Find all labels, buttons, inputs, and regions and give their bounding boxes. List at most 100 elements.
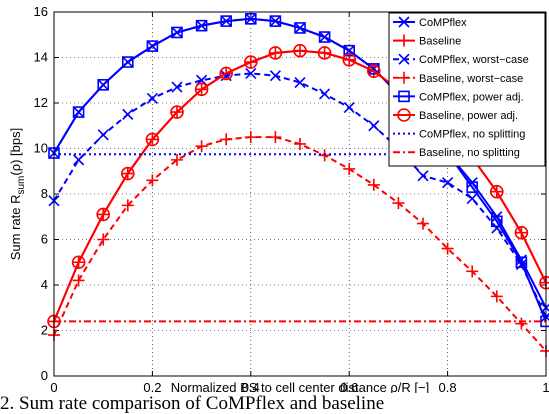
marker-circle	[121, 166, 135, 181]
legend-entry: Baseline, no splitting	[393, 147, 520, 159]
marker-square	[318, 31, 331, 43]
marker-plus	[121, 199, 134, 212]
legend-label: Baseline, worst−case	[419, 73, 523, 85]
marker-circle	[96, 207, 110, 222]
marker-square	[490, 215, 503, 228]
marker-square	[97, 79, 109, 91]
x-tick-label: 0.8	[439, 380, 457, 393]
marker-x	[73, 154, 85, 166]
series-line	[53, 17, 547, 322]
marker-x	[343, 101, 355, 114]
marker-plus	[466, 265, 479, 278]
legend: CoMPflex Baseline CoMPflex, worst−case Base…	[388, 12, 546, 167]
y-tick-label: 6	[41, 232, 48, 247]
marker-x	[146, 92, 158, 105]
marker-circle	[489, 184, 504, 199]
marker-circle	[219, 66, 233, 81]
marker-square	[466, 181, 479, 193]
marker-x	[398, 53, 410, 65]
marker-circle	[145, 132, 160, 147]
marker-circle	[71, 255, 86, 270]
marker-square	[294, 22, 306, 34]
y-tick-label: 16	[34, 4, 48, 19]
marker-plus	[367, 178, 380, 191]
marker-plus	[490, 290, 503, 303]
marker-square	[72, 106, 85, 118]
marker-square	[343, 44, 356, 57]
x-tick-label: 1	[542, 380, 549, 393]
marker-circle	[397, 108, 411, 122]
legend-label: CoMPflex, no splitting	[419, 129, 525, 141]
y-tick-label: 14	[34, 50, 48, 65]
figure-caption: 2. Sum rate comparison of CoMPflex and b…	[0, 393, 385, 414]
marker-square	[220, 15, 232, 27]
legend-label: Baseline, power adj.	[419, 110, 518, 122]
series-line	[53, 72, 547, 318]
legend-entry: CoMPflex	[393, 16, 467, 29]
plot-area-border	[53, 11, 547, 377]
marker-plus	[343, 162, 356, 175]
y-axis-label-tail: (ρ) [bps]	[8, 128, 23, 176]
marker-circle	[268, 46, 283, 60]
marker-plus	[146, 174, 159, 187]
marker-x	[319, 88, 331, 100]
marker-x	[368, 120, 380, 132]
marker-circle	[293, 43, 307, 58]
marker-circle	[317, 46, 332, 60]
marker-x	[269, 70, 281, 82]
marker-x	[417, 170, 429, 182]
marker-circle	[194, 82, 209, 97]
legend-entry: CoMPflex, worst−case	[393, 53, 529, 66]
marker-plus	[398, 71, 410, 84]
marker-plus	[244, 131, 257, 144]
marker-x	[294, 76, 306, 89]
marker-plus	[398, 34, 410, 47]
legend-entry: Baseline, worst−case	[393, 71, 523, 85]
marker-square	[269, 15, 282, 27]
marker-plus	[220, 133, 233, 146]
marker-plus	[417, 217, 429, 230]
legend-label: Baseline, no splitting	[419, 147, 520, 159]
y-tick-label: 4	[41, 277, 48, 292]
x-tick-label: 0.4	[242, 380, 260, 393]
x-tick-label: 0	[50, 380, 57, 393]
marker-circle	[342, 52, 357, 67]
marker-circle	[366, 64, 381, 78]
legend-box	[388, 12, 546, 167]
marker-plus	[171, 153, 183, 166]
legend-label: CoMPflex	[419, 17, 467, 29]
marker-circle	[514, 225, 529, 240]
legend-entry: Baseline	[393, 34, 461, 48]
marker-x	[491, 222, 503, 234]
marker-plus	[318, 149, 331, 162]
marker-x	[398, 16, 410, 28]
y-tick-label: 12	[34, 95, 48, 110]
legend-label: CoMPflex, power adj.	[419, 91, 524, 103]
y-tick-labels: 0 2 4 6 8 10 12 14 16	[34, 4, 48, 383]
y-axis-label-subscript: sum	[16, 176, 27, 195]
y-tick-label: 8	[41, 186, 48, 201]
y-axis-label-main: Sum rate R	[8, 195, 23, 261]
legend-entry: CoMPflex, power adj.	[393, 90, 524, 103]
marker-square	[122, 56, 134, 68]
x-tick-label: 0.6	[340, 380, 358, 393]
marker-plus	[441, 242, 454, 255]
marker-circle	[244, 55, 258, 69]
legend-entry: Baseline, power adj.	[393, 108, 518, 122]
marker-x	[171, 81, 183, 93]
y-tick-label: 0	[41, 368, 48, 383]
marker-x	[122, 108, 134, 120]
marker-square	[195, 19, 208, 32]
marker-plus	[269, 131, 282, 144]
legend-label: CoMPflex, worst−case	[419, 54, 529, 66]
marker-square	[146, 40, 159, 52]
marker-plus	[72, 274, 85, 287]
y-axis-label: Sum rate Rsum(ρ) [bps]	[8, 128, 27, 261]
marker-square	[515, 256, 528, 269]
chart: 0 0.2 0.4 0.6 0.8 1 0 2 4 6 8 10 12 14 16 Normalized …	[8, 4, 549, 393]
legend-label: Baseline	[419, 36, 461, 48]
marker-x	[97, 129, 109, 141]
marker-square	[398, 90, 410, 103]
y-tick-label: 10	[34, 141, 48, 156]
marker-x	[442, 177, 454, 189]
